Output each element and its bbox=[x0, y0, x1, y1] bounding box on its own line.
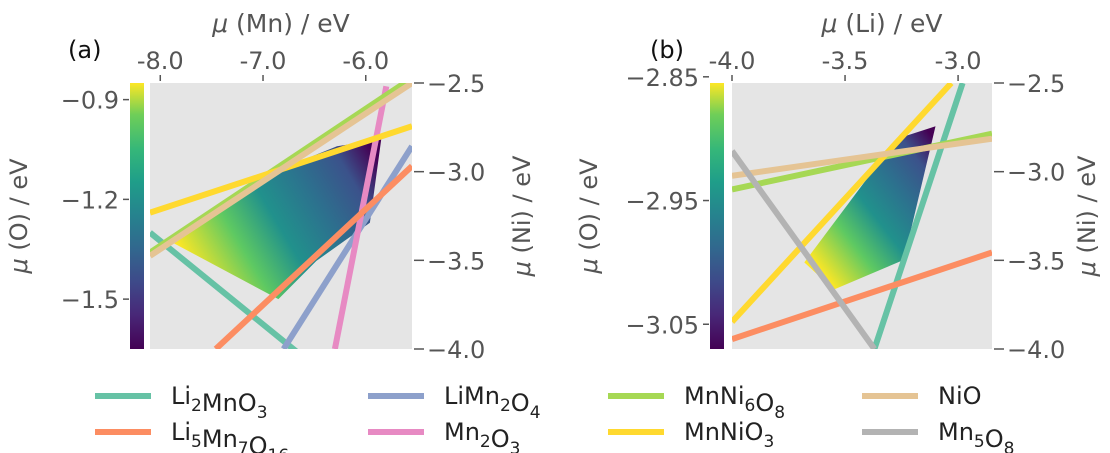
left-tick-label-b: −2.85 bbox=[625, 64, 699, 92]
left-tick-label-a: −1.2 bbox=[61, 186, 119, 214]
plot-content-a bbox=[150, 83, 412, 349]
plot-content-b bbox=[732, 83, 992, 349]
legend-item-mnni6o8: MnNi6O8 bbox=[608, 382, 785, 423]
panel-label-a: (a) bbox=[68, 36, 101, 64]
colorbar-b bbox=[710, 83, 724, 349]
panel-b: -4.0 -3.5 -3.0 −3.05 −2.95 −2.85 −4.0 −3.5 −3.0 −… bbox=[575, 9, 1101, 364]
right-tick-label-b: −2.5 bbox=[1007, 70, 1065, 98]
stable-region-b bbox=[804, 126, 936, 290]
line-nio-b bbox=[732, 135, 992, 179]
right-tick-label-b: −4.0 bbox=[1007, 336, 1065, 364]
line-limn2o4-a bbox=[281, 144, 412, 349]
legend-label: Li2MnO3 bbox=[171, 382, 268, 423]
legend-item-nio: NiO bbox=[862, 382, 982, 410]
legend-label: LiMn2O4 bbox=[444, 382, 541, 423]
right-axis-label-a: μ (Ni) / eV bbox=[508, 155, 536, 277]
top-tick-label-b: -3.0 bbox=[935, 47, 982, 75]
left-tick-label-b: −2.95 bbox=[625, 188, 699, 216]
legend-item-li2mno3: Li2MnO3 bbox=[95, 382, 268, 423]
legend-label: MnNi6O8 bbox=[684, 382, 785, 423]
right-tick-label-a: −4.0 bbox=[427, 336, 485, 364]
line-mn5o8-b bbox=[732, 149, 877, 349]
legend-item-mn5o8: Mn5O8 bbox=[862, 418, 1014, 453]
top-axis-label-a: μ (Mn) / eV bbox=[211, 9, 350, 38]
right-tick-label-a: −2.5 bbox=[427, 70, 485, 98]
panel-a: -8.0 -7.0 -6.0 −1.5 −1.2 −0.9 −4.0 −3.5 −3.0 −2.5… bbox=[5, 9, 536, 364]
legend-item-li5mn7o16: Li5Mn7O16 bbox=[95, 418, 289, 453]
panel-label-b: (b) bbox=[650, 36, 684, 64]
right-tick-label-b: −3.0 bbox=[1007, 159, 1065, 187]
right-tick-label-a: −3.0 bbox=[427, 159, 485, 187]
top-tick-label-a: -7.0 bbox=[240, 47, 287, 75]
line-nio-a bbox=[150, 83, 412, 259]
legend-item-limn2o4: LiMn2O4 bbox=[368, 382, 541, 423]
line-li5mn7o16-a bbox=[213, 163, 412, 349]
line-li2mno3-a bbox=[150, 230, 299, 349]
legend-label: Li5Mn7O16 bbox=[171, 418, 289, 453]
legend-label: Mn2O3 bbox=[444, 418, 520, 453]
stable-region-a bbox=[172, 139, 382, 300]
top-tick-label-a: -8.0 bbox=[137, 47, 184, 75]
left-tick-label-a: −1.5 bbox=[61, 286, 119, 314]
left-tick-label-a: −0.9 bbox=[61, 87, 119, 115]
right-axis-label-b: μ (Ni) / eV bbox=[1073, 155, 1101, 277]
legend-label: MnNiO3 bbox=[684, 418, 774, 452]
legend-label: NiO bbox=[938, 382, 982, 410]
legend-item-mn2o3: Mn2O3 bbox=[368, 418, 520, 453]
colorbar-a bbox=[130, 83, 144, 349]
right-tick-label-b: −3.5 bbox=[1007, 247, 1065, 275]
left-axis-label-b: μ (O) / eV bbox=[575, 158, 603, 275]
legend-label: Mn5O8 bbox=[938, 418, 1014, 453]
top-tick-label-b: -3.5 bbox=[822, 47, 869, 75]
legend: Li2MnO3 LiMn2O4 MnNi6O8 NiO Li5Mn7O16 Mn2O3 Mn… bbox=[95, 382, 1014, 453]
top-tick-label-a: -6.0 bbox=[342, 47, 389, 75]
line-li5mn7o16-b bbox=[732, 249, 992, 342]
legend-item-mnnio3: MnNiO3 bbox=[608, 418, 774, 452]
line-li2mno3-b bbox=[871, 83, 966, 349]
right-tick-label-a: −3.5 bbox=[427, 247, 485, 275]
line-mnnio3-b bbox=[732, 83, 954, 324]
left-tick-label-b: −3.05 bbox=[625, 311, 699, 339]
top-axis-label-b: μ (Li) / eV bbox=[820, 9, 942, 38]
top-tick-label-b: -4.0 bbox=[709, 47, 756, 75]
left-axis-label-a: μ (O) / eV bbox=[5, 158, 33, 275]
